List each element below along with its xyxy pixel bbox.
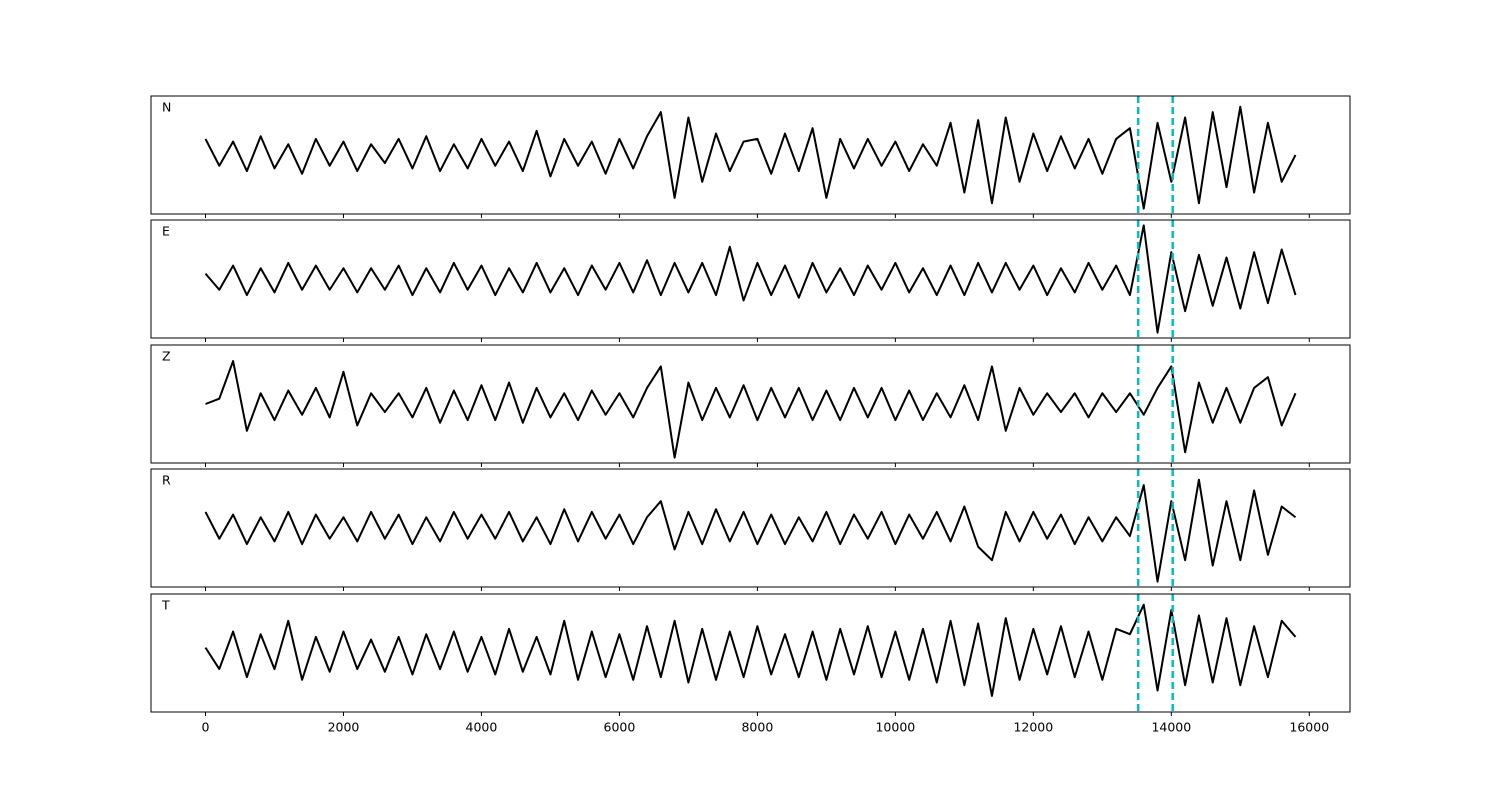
trace-line: [204, 224, 1297, 334]
panel-label: R: [162, 473, 171, 488]
panel-label: N: [162, 100, 171, 115]
trace-line: [204, 603, 1297, 697]
panel-frame: [150, 219, 1351, 339]
panel-frame: [150, 344, 1351, 464]
x-tick-label: 2000: [328, 720, 360, 735]
panel-frame: [150, 468, 1351, 588]
panel-frame: [150, 593, 1351, 713]
panel-frame: [150, 95, 1351, 215]
trace-line: [204, 105, 1297, 210]
x-tick-label: 14000: [1151, 720, 1191, 735]
x-tick-label: 16000: [1289, 720, 1329, 735]
x-tick-label: 6000: [604, 720, 636, 735]
trace-line: [205, 360, 1297, 459]
x-tick-label: 8000: [741, 720, 773, 735]
panel-label: T: [161, 598, 170, 613]
x-tick-label: 10000: [875, 720, 915, 735]
panel-label: E: [162, 224, 170, 239]
panel-label: Z: [162, 349, 171, 364]
x-tick-label: 0: [202, 720, 210, 735]
x-tick-label: 4000: [466, 720, 498, 735]
trace-line: [204, 478, 1297, 583]
x-tick-label: 12000: [1013, 720, 1053, 735]
